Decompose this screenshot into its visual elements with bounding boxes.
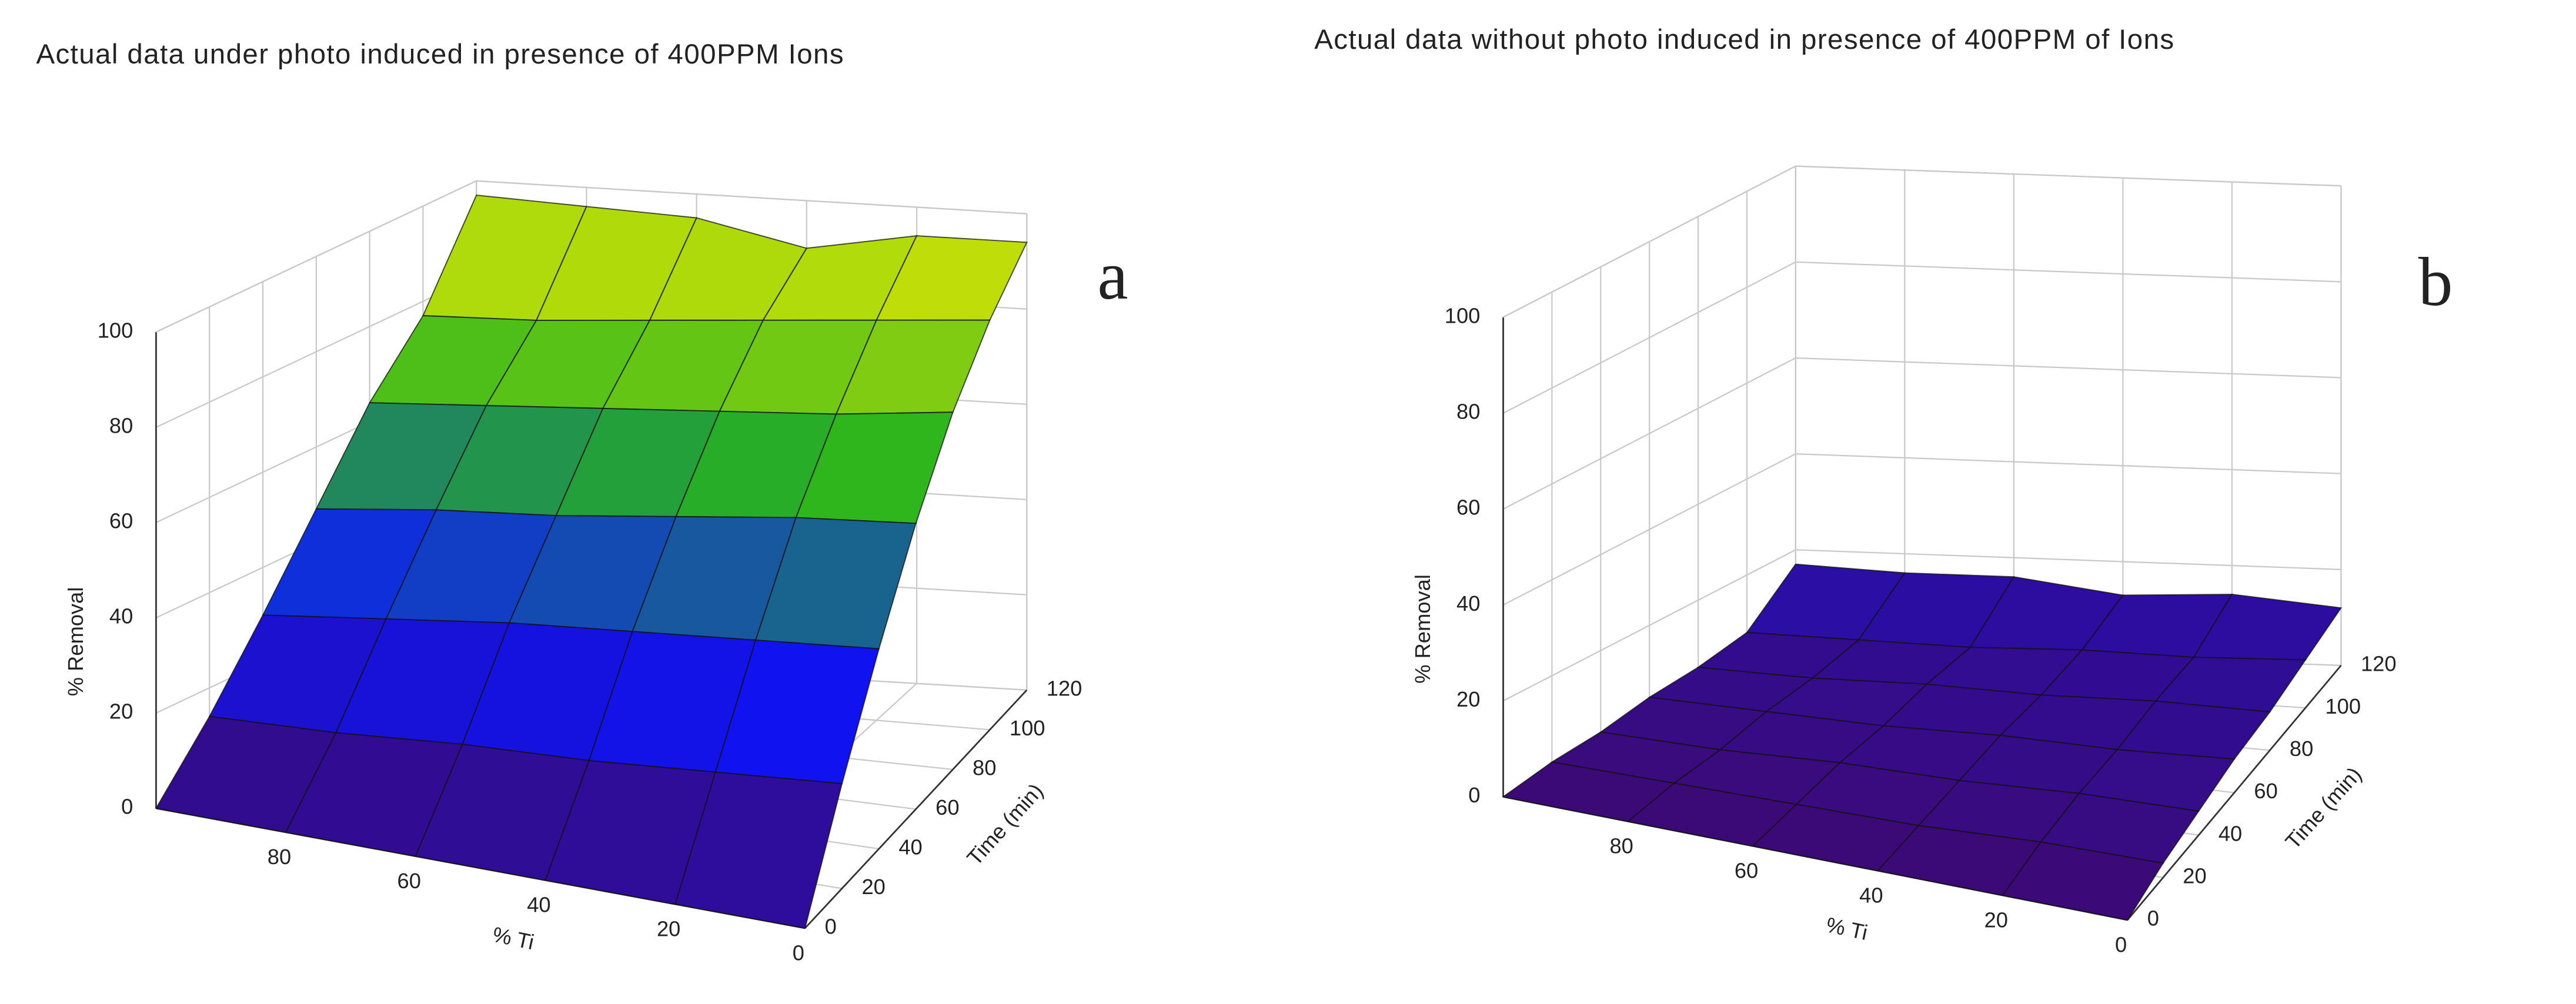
z-axis-label: % Removal [64,587,88,697]
y-tick-label: 100 [2325,694,2361,718]
axis-edge [155,180,477,333]
surface-chart: 020406080100020406080100120020406080Actu… [1314,24,2453,957]
x-tick-label: 20 [1984,908,2008,932]
x-tick-label: 20 [657,917,680,941]
axis-edge [1503,165,1796,318]
z-tick-label: 0 [1468,783,1480,807]
y-tick-label: 60 [935,795,959,819]
y-tick-label: 40 [898,835,922,859]
chart-title: Actual data under photo induced in prese… [36,39,844,70]
grid-line [1795,357,2341,379]
x-axis-label: % Ti [490,922,536,955]
panel-label: b [2418,244,2453,320]
x-tick-label: 80 [268,845,291,869]
y-tick-label: 0 [825,915,837,939]
z-tick-label: 40 [109,604,133,628]
z-tick-label: 40 [1456,591,1480,615]
y-tick-label: 80 [973,756,996,780]
x-tick-label: 40 [1859,883,1883,908]
x-tick-label: 80 [1609,834,1633,858]
y-tick-label: 20 [2183,864,2206,888]
z-tick-label: 80 [109,413,133,437]
x-tick-label: 40 [527,893,550,917]
z-tick-label: 60 [109,509,133,533]
y-tick-label: 0 [2147,906,2159,931]
surface-patch [674,771,843,929]
grid-line [1795,261,2341,283]
axis-edge [476,180,1027,215]
y-tick-label: 120 [1047,677,1082,701]
z-tick-label: 100 [98,318,133,342]
y-tick-label: 100 [1010,716,1045,740]
z-tick-label: 0 [121,795,133,819]
y-axis-label: Time (min) [2281,762,2367,854]
z-tick-label: 20 [1456,687,1480,711]
surface-patch [2002,841,2164,921]
grid-line [1795,453,2341,474]
y-axis-label: Time (min) [962,779,1048,870]
x-tick-label: 60 [397,869,421,893]
x-tick-label: 60 [1735,859,1758,883]
y-tick-label: 60 [2254,779,2277,803]
surface-chart: 020406080100020406080100120020406080Actu… [36,39,1128,965]
grid-line [1795,549,2341,570]
z-tick-label: 20 [109,700,133,724]
z-tick-label: 100 [1445,303,1481,327]
y-tick-label: 80 [2290,737,2313,761]
z-axis-label: % Removal [1411,574,1435,684]
z-tick-label: 80 [1456,399,1480,423]
axis-edge [2127,665,2342,921]
z-tick-label: 60 [1456,496,1480,520]
panel-label: a [1097,237,1128,314]
x-tick-label: 0 [2115,932,2127,956]
x-tick-label: 0 [793,941,804,965]
y-tick-label: 120 [2361,652,2397,676]
axis-edge [804,689,1028,929]
chart-title: Actual data without photo induced in pre… [1314,24,2174,55]
y-tick-label: 20 [861,875,885,899]
x-axis-label: % Ti [1824,912,1870,945]
y-tick-label: 40 [2218,821,2242,845]
axis-edge [1795,165,2341,187]
